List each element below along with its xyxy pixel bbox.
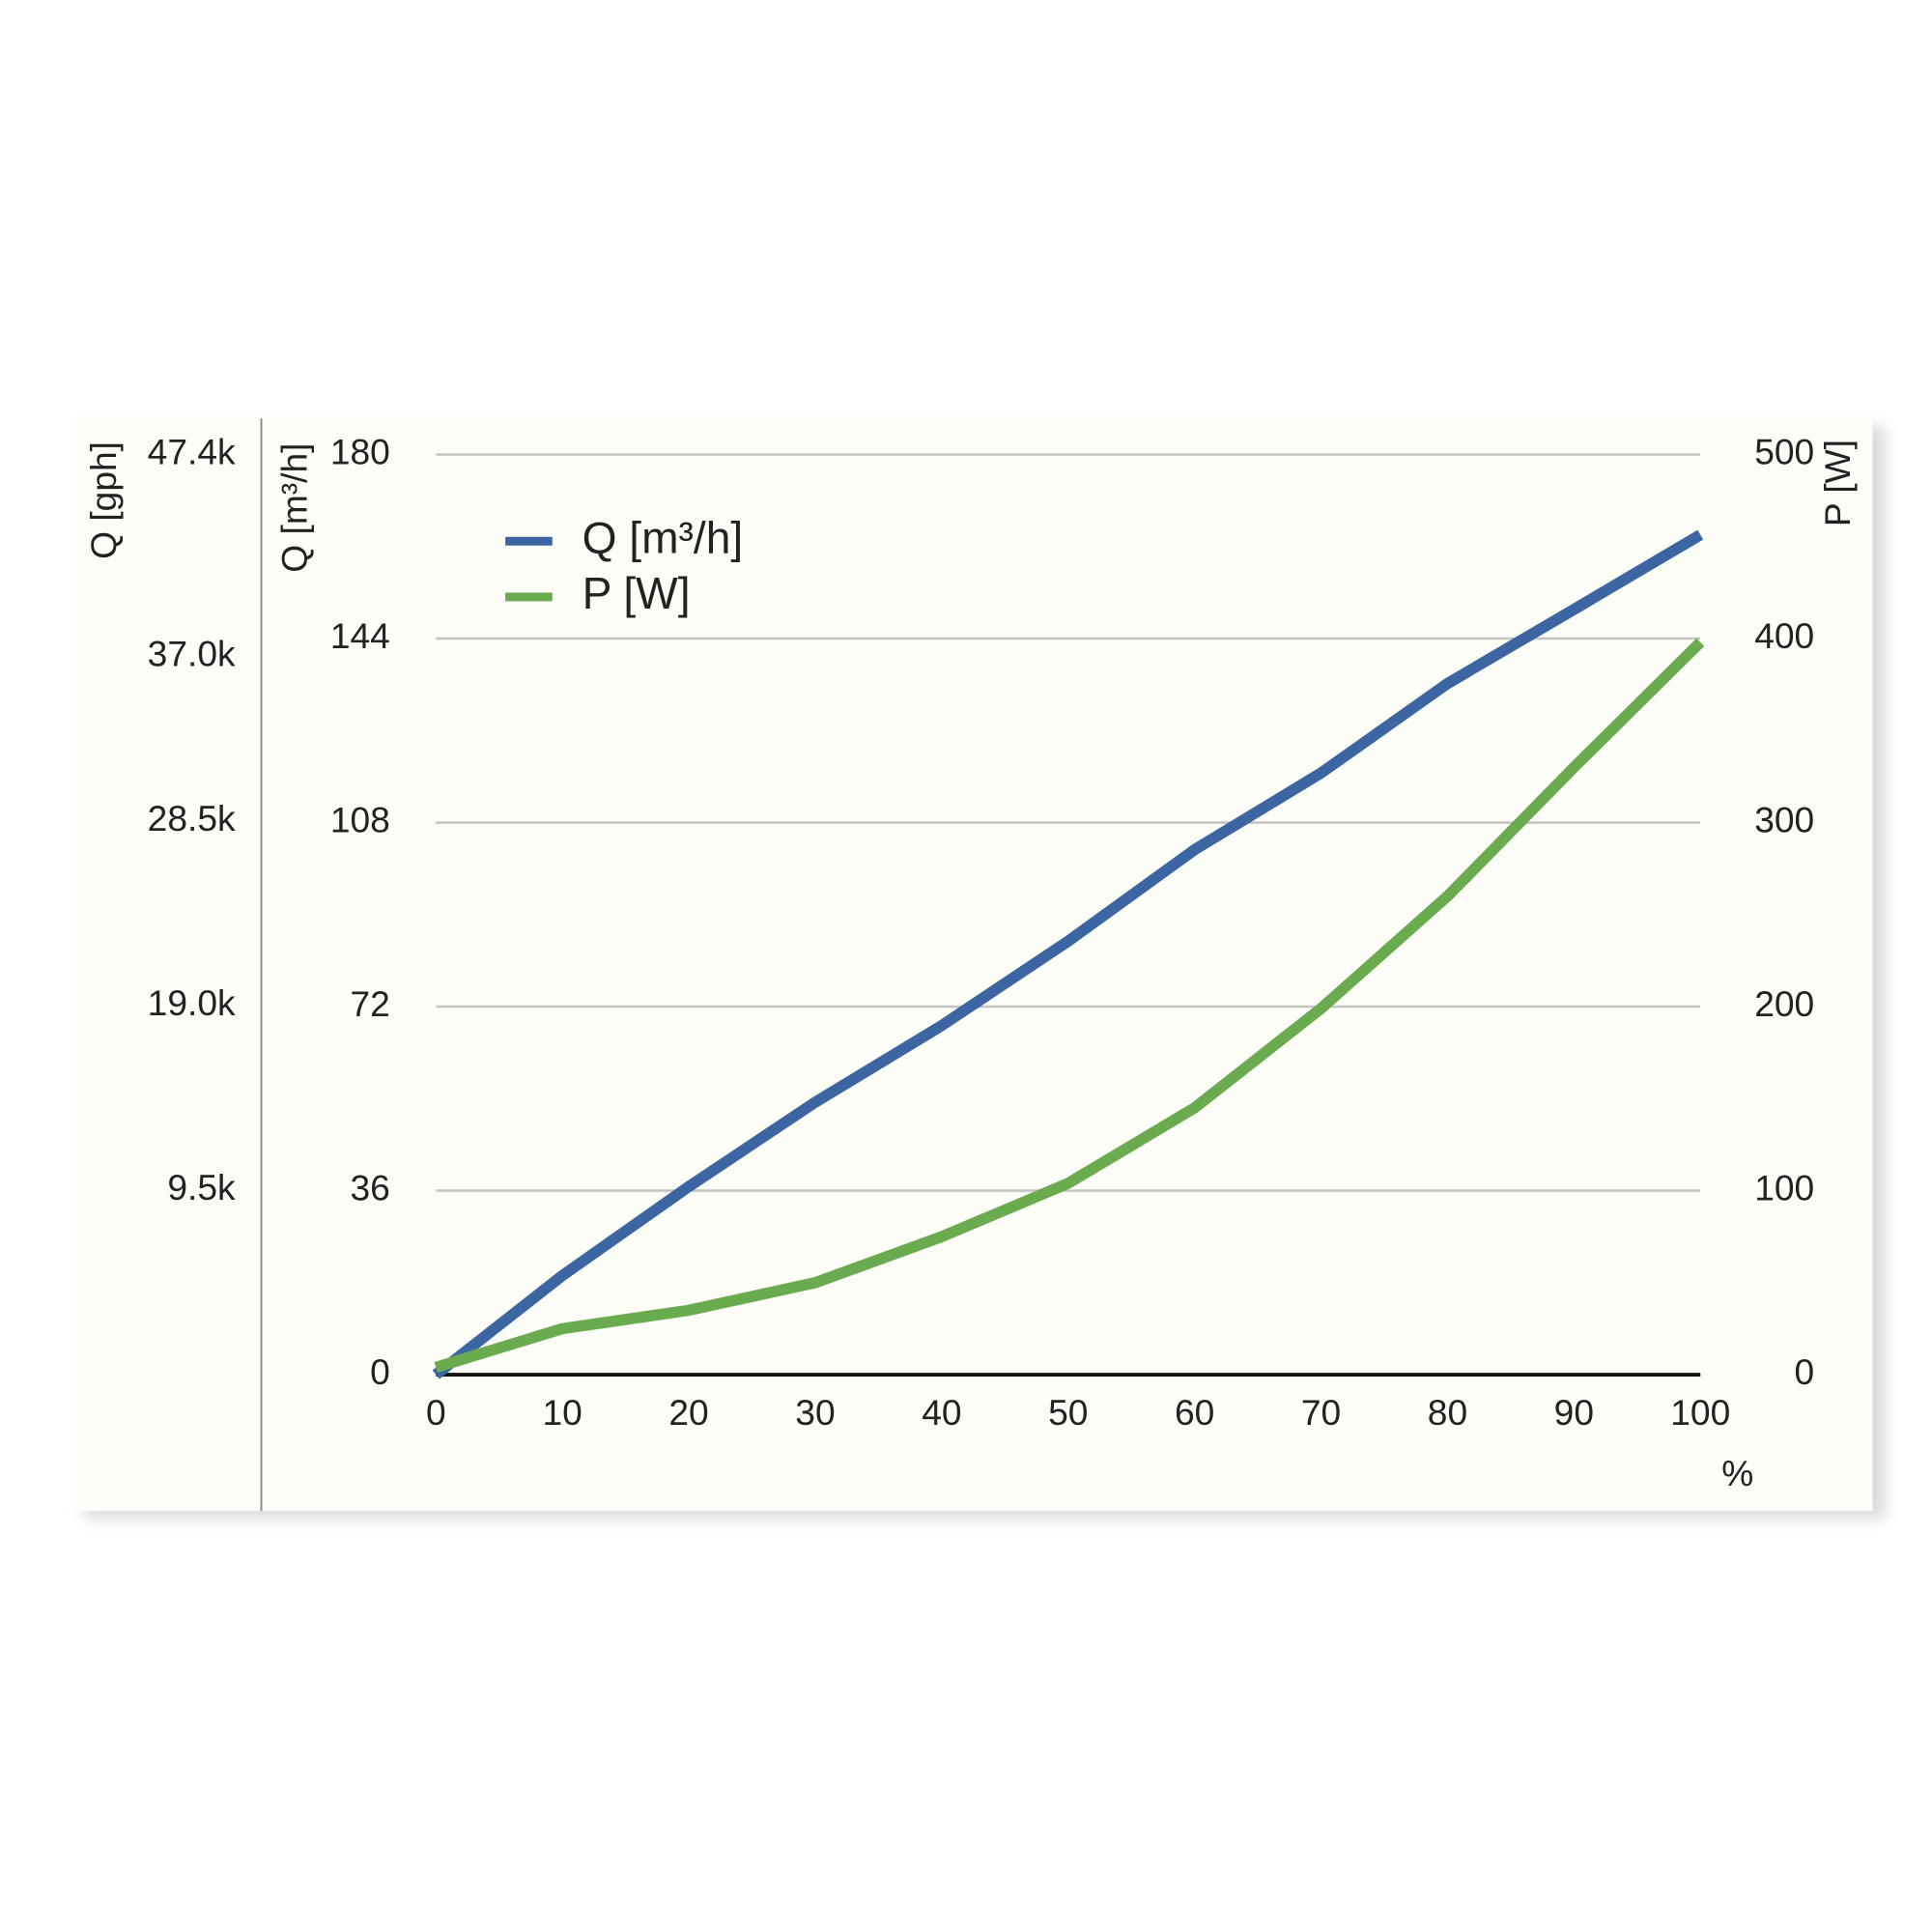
- y2-tick-label: 0: [1795, 1351, 1815, 1392]
- series-line: [434, 638, 1705, 1373]
- y2-tick-label: 200: [1754, 983, 1814, 1024]
- y3-tick-label: 28.5k: [148, 798, 236, 838]
- y2-tick-label: 400: [1754, 615, 1814, 656]
- x-tick-label: 50: [1048, 1392, 1088, 1433]
- x-tick-label: 40: [922, 1392, 961, 1433]
- x-tick-label: 80: [1428, 1392, 1467, 1433]
- series-line: [432, 529, 1704, 1379]
- y-axis-title: Q [m³/h]: [274, 443, 315, 573]
- y3-tick-label: 47.4k: [148, 431, 236, 471]
- y-tick-label: 180: [330, 431, 390, 471]
- x-tick-label: 100: [1670, 1392, 1730, 1433]
- y2-tick-label: 100: [1754, 1167, 1814, 1208]
- x-tick-label: 10: [543, 1392, 582, 1433]
- chart-panel: [71, 418, 1873, 1512]
- y-tick-label: 0: [370, 1351, 390, 1392]
- x-tick-label: 20: [668, 1392, 708, 1433]
- legend-label: Q [m³/h]: [582, 512, 744, 562]
- y-tick-label: 108: [330, 799, 390, 839]
- y3-tick-label: 19.0k: [148, 982, 236, 1023]
- y3-tick-label: 9.5k: [167, 1167, 236, 1208]
- y3-tick-label: 37.0k: [148, 633, 236, 673]
- x-axis-title: %: [1721, 1453, 1753, 1493]
- y2-tick-label: 500: [1754, 431, 1814, 471]
- y2-axis-title: P [W]: [1817, 440, 1858, 526]
- y3-axis-title: Q [gph]: [83, 441, 124, 559]
- x-tick-label: 30: [795, 1392, 835, 1433]
- y-tick-label: 36: [351, 1167, 390, 1208]
- x-tick-label: 90: [1554, 1392, 1594, 1433]
- x-tick-label: 60: [1175, 1392, 1214, 1433]
- x-tick-label: 0: [426, 1392, 446, 1433]
- legend-label: P [W]: [582, 568, 691, 618]
- y-tick-label: 72: [351, 983, 390, 1024]
- y-tick-label: 144: [330, 615, 390, 656]
- y2-tick-label: 300: [1754, 799, 1814, 839]
- x-tick-label: 70: [1301, 1392, 1341, 1433]
